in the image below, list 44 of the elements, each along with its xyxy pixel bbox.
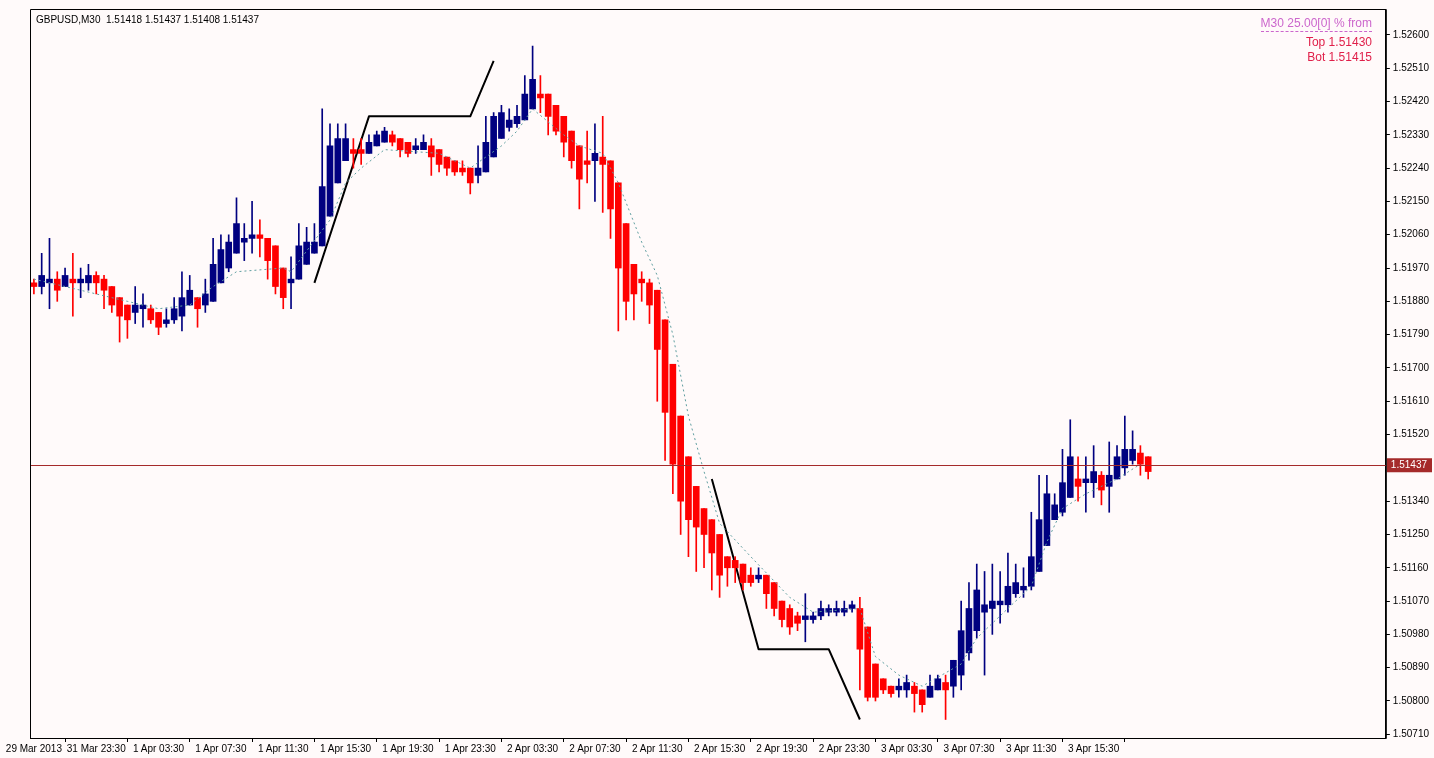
y-tick-label: 1.51160 <box>1392 561 1429 573</box>
x-tick-label: 2 Apr 07:30 <box>569 742 621 754</box>
annotation: M30 25.00[0] % from <box>1260 16 1372 32</box>
x-tick-label: 1 Apr 03:30 <box>132 742 185 754</box>
x-tick-label: 1 Apr 15:30 <box>320 742 372 754</box>
annotation: Bot 1.51415 <box>1306 50 1372 65</box>
y-tick-label: 1.52510 <box>1392 61 1430 73</box>
y-tick-label: 1.52600 <box>1392 28 1430 40</box>
y-tick-label: 1.51340 <box>1392 494 1430 506</box>
ref-line-label: 1.51437 <box>1390 459 1428 471</box>
y-tick-label: 1.50980 <box>1392 628 1430 640</box>
x-tick-label: 1 Apr 07:30 <box>195 742 247 754</box>
y-tick-label: 1.51610 <box>1392 395 1430 406</box>
y-tick-label: 1.51880 <box>1392 295 1430 307</box>
x-tick-label: 3 Apr 07:30 <box>943 742 995 754</box>
x-tick-label: 3 Apr 03:30 <box>881 742 933 754</box>
y-tick-label: 1.51520 <box>1392 428 1430 440</box>
x-tick-label: 2 Apr 15:30 <box>694 742 746 754</box>
x-tick-label: 1 Apr 11:30 <box>258 742 309 754</box>
x-tick-label: 1 Apr 19:30 <box>382 742 434 754</box>
x-tick-label: 2 Apr 11:30 <box>632 742 683 754</box>
y-tick-label: 1.51250 <box>1392 528 1430 540</box>
y-tick-label: 1.51790 <box>1392 328 1430 340</box>
y-tick-label: 1.51700 <box>1392 361 1430 373</box>
x-tick-label: 31 Mar 23:30 <box>66 742 127 754</box>
y-tick-label: 1.52420 <box>1392 95 1430 107</box>
y-tick-label: 1.52330 <box>1392 128 1430 140</box>
x-tick-label: 3 Apr 15:30 <box>1068 742 1120 754</box>
y-tick-label: 1.51070 <box>1392 594 1430 606</box>
y-tick-label: 1.50800 <box>1392 694 1430 706</box>
y-tick-label: 1.51970 <box>1392 261 1430 273</box>
y-tick-label: 1.52060 <box>1392 228 1430 240</box>
x-tick-label: 2 Apr 19:30 <box>756 742 808 754</box>
annotation: Top 1.51430 <box>1304 35 1372 50</box>
x-tick-label: 2 Apr 23:30 <box>818 742 871 754</box>
x-tick-label: 29 Mar 2013 <box>5 742 63 754</box>
y-tick-label: 1.52150 <box>1392 195 1430 207</box>
y-tick-label: 1.50710 <box>1392 728 1430 740</box>
text: GBPUSD,M30 1.51418 1.51437 1.51408 1.51437 <box>36 14 259 25</box>
y-tick-label: 1.52240 <box>1392 161 1430 173</box>
y-tick-label: 1.50890 <box>1392 661 1430 673</box>
x-tick-label: 2 Apr 03:30 <box>507 742 559 754</box>
x-tick-label: 3 Apr 11:30 <box>1006 742 1057 754</box>
x-tick-label: 1 Apr 23:30 <box>444 742 497 754</box>
